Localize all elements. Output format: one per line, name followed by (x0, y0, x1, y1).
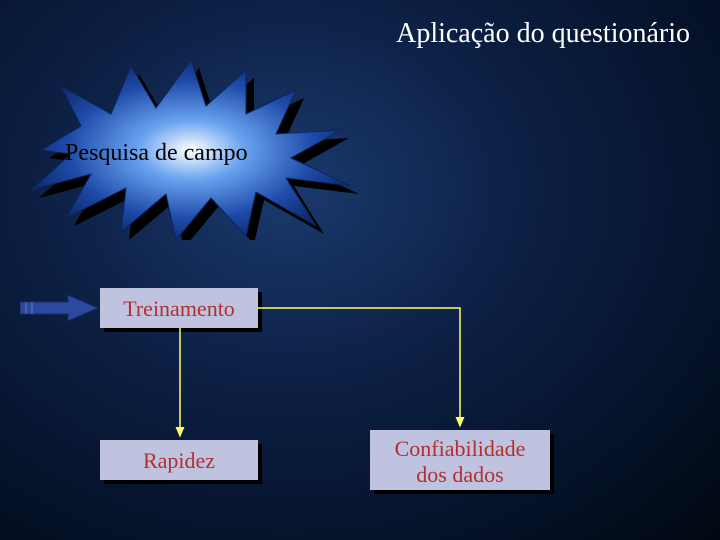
connectors-svg (0, 0, 720, 540)
starburst-label: Pesquisa de campo (65, 140, 248, 167)
